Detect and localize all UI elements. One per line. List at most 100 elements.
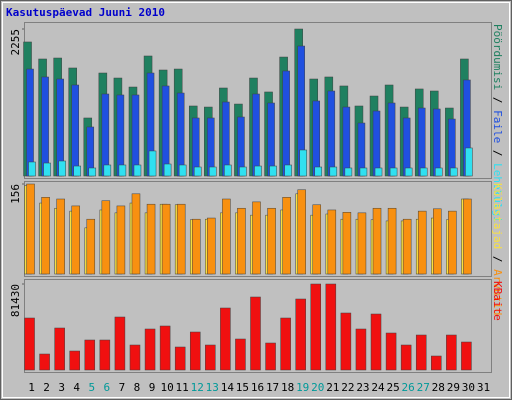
bar [254, 165, 262, 177]
bar [148, 150, 157, 177]
x-tick-label: 20 [311, 381, 324, 394]
bar [252, 201, 261, 275]
bar [73, 165, 81, 177]
bar [344, 167, 353, 177]
legend: Pöördumisi / Faile / Lehekülgi [491, 24, 504, 223]
bar [129, 344, 141, 371]
bar [448, 210, 457, 275]
bar [41, 76, 49, 177]
legend: KBaite [491, 281, 504, 321]
bar [342, 106, 351, 177]
bar [295, 298, 306, 371]
x-tick-label: 23 [356, 381, 369, 394]
bar [431, 355, 442, 371]
bar [176, 203, 186, 275]
bar [370, 313, 382, 371]
bar [69, 350, 80, 371]
bar [284, 164, 292, 177]
x-tick-label: 14 [221, 381, 235, 394]
bar [433, 108, 441, 177]
bar [54, 327, 65, 371]
bar [359, 167, 368, 177]
bar [88, 167, 97, 177]
bar [265, 342, 276, 371]
bar [131, 193, 141, 275]
bar [329, 166, 338, 177]
bar [433, 208, 442, 275]
bar [435, 167, 443, 177]
bar [131, 94, 140, 177]
bar [312, 100, 321, 177]
bar [446, 334, 457, 371]
bar [237, 207, 246, 275]
x-tick-label: 24 [371, 381, 385, 394]
bar [340, 312, 352, 371]
legend-separator: / [491, 143, 504, 163]
bar [415, 334, 427, 371]
bar [103, 164, 112, 177]
bar [342, 212, 352, 275]
x-tick-label: 13 [206, 381, 219, 394]
bar [419, 167, 428, 177]
bar [161, 203, 171, 275]
bar [417, 210, 427, 275]
bar [267, 102, 275, 177]
x-tick-label: 27 [417, 381, 430, 394]
bar [71, 205, 80, 275]
bar [176, 92, 185, 177]
bar [372, 110, 381, 177]
bar [282, 70, 290, 177]
legend-entry: Arvutid [491, 269, 504, 315]
legend-entry: Faile [491, 110, 504, 143]
x-tick-label: 1 [28, 381, 35, 394]
bar [387, 207, 397, 275]
x-tick-label: 30 [462, 381, 475, 394]
x-tick-label: 5 [88, 381, 95, 394]
bar [114, 316, 126, 371]
x-tick-label: 15 [236, 381, 249, 394]
bar [133, 164, 142, 177]
bar [314, 166, 323, 177]
bar [450, 167, 458, 177]
bar [189, 331, 201, 371]
bar [159, 325, 171, 371]
bar [39, 353, 50, 371]
x-tick-label: 7 [119, 381, 126, 394]
x-tick-label: 21 [326, 381, 339, 394]
x-tick-label: 22 [341, 381, 354, 394]
x-tick-label: 4 [73, 381, 80, 394]
bar [250, 296, 261, 371]
x-tick-label: 17 [266, 381, 279, 394]
bar [41, 197, 50, 275]
bar [465, 147, 473, 177]
bar [389, 167, 398, 177]
y-tick-label: 156 [9, 184, 22, 204]
bar [357, 212, 367, 275]
x-tick-label: 28 [432, 381, 445, 394]
bar [84, 339, 96, 371]
bar [327, 209, 337, 275]
bar [222, 198, 231, 275]
bar [374, 167, 383, 177]
bar [299, 149, 307, 177]
bar [146, 203, 156, 275]
bar [282, 197, 291, 275]
bar [24, 317, 35, 371]
bar [404, 167, 413, 177]
bar [224, 164, 232, 177]
bar [26, 183, 35, 275]
x-tick-label: 25 [386, 381, 399, 394]
bar [178, 164, 187, 177]
x-tick-label: 10 [160, 381, 173, 394]
bar [56, 198, 65, 275]
x-tick-label: 9 [149, 381, 156, 394]
legend-entry: KBaite [491, 281, 504, 321]
bar [269, 165, 277, 177]
bar [193, 166, 202, 177]
chart-title: Kasutuspäevad Juuni 2010 [6, 6, 165, 19]
bar [191, 218, 201, 275]
bar [116, 94, 125, 177]
legend-entry: Külastajad [491, 183, 504, 249]
bar [205, 344, 216, 371]
